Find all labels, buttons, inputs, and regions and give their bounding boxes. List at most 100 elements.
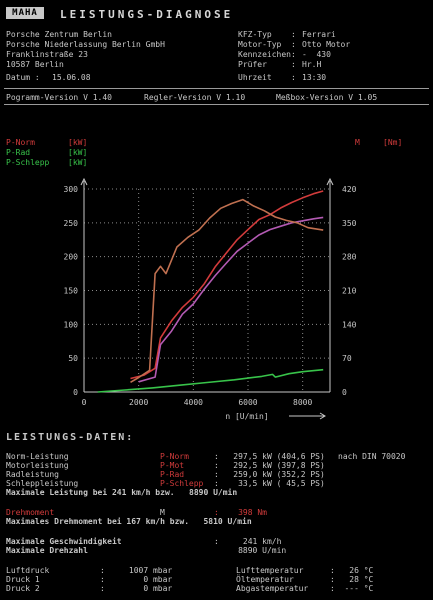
program-version: Pogramm-Version V 1.40 <box>6 93 112 102</box>
x-tick-label: 2000 <box>129 398 148 407</box>
legend-p-schlepp-unit: [kW] <box>68 158 88 167</box>
y-tick-label-right: 0 <box>342 388 347 397</box>
norm-power-key: P-Norm <box>160 452 189 461</box>
x-axis-arrow-head <box>319 412 326 420</box>
exhaust-temp-value: : --- °C <box>330 584 374 593</box>
engine-power-key: P-Mot <box>160 461 185 470</box>
series-line-p-norm <box>130 190 324 380</box>
chart-axes <box>80 177 334 393</box>
max-power-line: Maximale Leistung bei 241 km/h bzw. 8890… <box>6 488 238 497</box>
legend-p-norm: P-Norm <box>6 138 35 147</box>
drag-power-value: : 33,5 kW ( 45,5 PS) <box>214 479 325 488</box>
y-tick-label-left: 0 <box>73 388 78 397</box>
y-tick-label-right: 70 <box>342 354 352 363</box>
company-city: 10587 Berlin <box>6 60 64 69</box>
exhaust-temp-label: Abgastemperatur <box>236 584 309 593</box>
norm-power-standard: nach DIN 70020 <box>338 452 406 461</box>
chart-ticks: 0 50 100 150 200 250 300 0 70 140 210 280 350 420 0 200… <box>64 185 357 421</box>
legend-p-rad: P-Rad <box>6 148 30 157</box>
x-axis-label: n [U/min] <box>225 412 268 421</box>
torque-label: Drehmoment <box>6 508 55 517</box>
inspector-label: Prüfer <box>238 60 267 69</box>
y-tick-label-left: 100 <box>64 320 79 329</box>
oil-temp-value: : 28 °C <box>330 575 374 584</box>
wheel-power-label: Radleistung <box>6 470 59 479</box>
drag-power-key: P-Schlepp <box>160 479 204 488</box>
pressure-2-value: : 0 mbar <box>100 584 173 593</box>
x-tick-label: 4000 <box>184 398 203 407</box>
air-pressure-value: : 1007 mbar <box>100 566 173 575</box>
chart-grid <box>84 188 330 392</box>
inspector-value: Hr.H <box>302 60 322 69</box>
page-title: LEISTUNGS-DIAGNOSE <box>60 8 234 21</box>
legend-p-rad-label: P-Rad <box>6 148 31 157</box>
norm-power-label: Norm-Leistung <box>6 452 69 461</box>
engine-power-value: : 292,5 kW (397,8 PS) <box>214 461 325 470</box>
engine-type-label: Motor-Typ <box>238 40 282 49</box>
company-name: Porsche Zentrum Berlin <box>6 30 112 39</box>
drag-power-label: Schleppleistung <box>6 479 79 488</box>
legend-p-norm-unit: [kW] <box>68 138 88 147</box>
engine-type-value: Otto Motor <box>302 40 351 49</box>
y-axis-left-arrow <box>80 177 88 186</box>
power-torque-chart: 0 50 100 150 200 250 300 0 70 140 210 280 350 420 0 200… <box>64 177 357 421</box>
vehicle-type-label: KFZ-Typ <box>238 30 272 39</box>
wheel-power-value: : 259,0 kW (352,2 PS) <box>214 470 325 479</box>
colon: : <box>291 73 296 82</box>
y-axis-right-arrow <box>326 177 334 186</box>
pressure-2-label: Druck 2 <box>6 584 40 593</box>
wheel-power-key: P-Rad <box>160 470 185 479</box>
maha-logo: MAHA <box>6 7 44 19</box>
performance-data-title: LEISTUNGS-DATEN: <box>6 432 135 443</box>
y-tick-label-right: 140 <box>342 320 357 329</box>
y-tick-label-left: 150 <box>64 287 79 296</box>
x-tick-label: 6000 <box>238 398 257 407</box>
air-pressure-label: Luftdruck <box>6 566 50 575</box>
plate-value: - 430 <box>302 50 331 59</box>
company-street: Franklinstraße 23 <box>6 50 88 59</box>
x-tick-label: 0 <box>82 398 87 407</box>
y-tick-label-right: 280 <box>342 253 357 262</box>
y-tick-label-left: 50 <box>68 354 78 363</box>
chart-lines <box>97 190 324 393</box>
y-tick-label-right: 210 <box>342 287 357 296</box>
y-tick-label-right: 350 <box>342 219 357 228</box>
pressure-1-value: : 0 mbar <box>100 575 173 584</box>
colon: : <box>291 60 296 69</box>
y-tick-label-left: 200 <box>64 253 79 262</box>
legend-p-schlepp: P-Schlepp <box>6 158 49 167</box>
date-value: 15.06.08 <box>52 73 91 82</box>
legend-torque: M <box>355 138 360 147</box>
air-temp-value: : 26 °C <box>330 566 374 575</box>
divider <box>4 104 429 105</box>
vehicle-type-value: Ferrari <box>302 30 336 39</box>
max-torque-line: Maximales Drehmoment bei 167 km/h bzw. 5… <box>6 517 252 526</box>
max-speed-value: : 241 km/h <box>214 537 282 546</box>
oil-temp-label: Öltemperatur <box>236 575 294 584</box>
colon: : <box>291 30 296 39</box>
norm-power-value: : 297,5 kW (404,6 PS) <box>214 452 325 461</box>
controller-version: Regler-Version V 1.10 <box>144 93 246 102</box>
plate-label: Kennzeichen <box>238 50 291 59</box>
max-speed-label: Maximale Geschwindigkeit <box>6 537 122 546</box>
engine-power-label: Motorleistung <box>6 461 69 470</box>
legend-p-norm-label: P-Norm <box>6 138 35 147</box>
measurebox-version: Meßbox-Version V 1.05 <box>276 93 378 102</box>
y-tick-label-left: 250 <box>64 219 79 228</box>
divider <box>4 88 429 89</box>
y-tick-label-right: 420 <box>342 185 357 194</box>
series-line-m <box>130 198 324 383</box>
x-tick-label: 8000 <box>293 398 312 407</box>
legend-p-schlepp-label: P-Schlepp <box>6 158 50 167</box>
time-label: Uhrzeit <box>238 73 272 82</box>
air-temp-label: Lufttemperatur <box>236 566 304 575</box>
max-rpm-value: 8890 U/min <box>214 546 287 555</box>
max-rpm-label: Maximale Drehzahl <box>6 546 88 555</box>
legend-torque-unit: [Nm] <box>383 138 403 147</box>
legend-p-rad-unit: [kW] <box>68 148 88 157</box>
colon: : <box>291 50 296 59</box>
pressure-1-label: Druck 1 <box>6 575 40 584</box>
series-line-p-rad <box>138 216 324 383</box>
series-line-p-schlepp <box>97 368 324 393</box>
torque-value: : 398 Nm <box>214 508 267 517</box>
